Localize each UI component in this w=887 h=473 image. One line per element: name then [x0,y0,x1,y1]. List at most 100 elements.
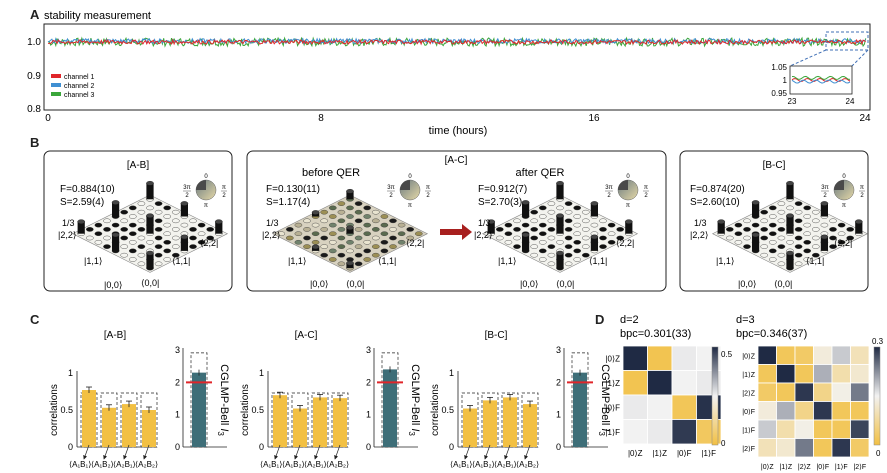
correlation-bar [122,404,136,447]
stability-traces [47,36,867,48]
heatmap-cell [813,345,833,365]
label-arrow [464,444,471,460]
matrix-element [354,218,363,224]
matrix-element [769,205,777,211]
heatmap-cell [813,401,833,421]
inset-traces [791,75,851,84]
matrix-element [128,231,137,236]
inset-ytick-1: 1 [783,76,788,85]
matrix-element [556,205,564,211]
panel-a-ytick-1: 1.0 [27,37,41,48]
wheel-label-bottom: π [842,203,846,209]
ab-axis-left22: |2,2⟩ [58,230,76,240]
matrix-bar [522,202,530,217]
heatmap-cell [647,419,673,445]
heatmap-cell [757,401,777,421]
matrix-element [328,214,337,219]
heatmap-cell [794,382,814,402]
correlation-bar [273,395,287,447]
correlation-label: ⟨A₁B₂⟩ [282,460,305,469]
wheel-label-top: 0 [842,174,846,180]
heatmap-cell [850,419,870,439]
matrix-element [769,248,777,254]
trace-channel-3 [47,36,867,48]
correlation-label: ⟨A₂B₂⟩ [516,460,539,469]
matrix-element [154,261,163,267]
matrix-element [189,218,197,224]
ideal-bar [501,392,519,448]
matrix-element [171,227,180,232]
matrix-element [354,235,363,241]
heatmap-col-label: |0⟩F [816,463,829,471]
matrix-bar-top [346,225,354,230]
matrix-element [743,227,751,232]
heatmap-row-label: |0⟩F [742,408,755,416]
wheel-label-right-den: 2 [222,193,226,199]
heatmap-cell [850,438,870,458]
matrix-bar-top [311,244,320,250]
matrix-element [599,244,607,249]
heatmap-cell [850,401,870,421]
heatmap-cell [831,382,851,402]
matrix-element [777,201,786,206]
matrix-element [294,222,303,228]
panel-c-letter: C [30,312,40,327]
matrix-bar-top [590,234,599,240]
matrix-element [760,218,769,224]
correlation-label: ⟨A₁B₁⟩ [450,460,472,469]
panel-a-xlabel: time (hours) [429,125,488,137]
matrix-element [154,218,163,224]
legend-swatch-channel-3 [51,92,61,96]
matrix-element [794,235,803,241]
matrix-element [146,205,154,211]
matrix-element [128,214,137,219]
zoom-connector-left [789,49,827,67]
heatmap-cell [757,364,777,384]
inset-xtick-23: 23 [788,97,797,106]
matrix-element [137,252,146,258]
label-arrow [524,444,531,460]
matrix-element [354,209,363,215]
matrix-element [573,231,582,236]
matrix-bar-top [820,201,829,206]
matrix-element [171,235,180,241]
matrix-bar [180,203,188,217]
heatmap-row-label: |2⟩F [742,445,755,453]
matrix-bar [855,221,863,234]
panel-a: A stability measurement 1.0 0.9 0.8 chan… [27,7,871,137]
wheel-label-right-num: π [860,185,864,191]
panel-b-ac-before-fidelity: F=0.130(11) [266,184,320,195]
heatmap-row-label: |2⟩Z [742,389,755,397]
matrix-bar [215,221,223,234]
ideal-bar [461,392,479,448]
panel-a-title: stability measurement [44,10,151,22]
group-title: [A-C] [295,330,318,341]
ab-axis-left11: |1,1⟩ [84,256,102,266]
matrix-element [171,244,180,249]
wheel-label-right-den: 2 [860,193,864,199]
wheel-label-right-num: π [426,185,430,191]
colorbar-d3-min: 0 [876,449,881,458]
bell-ideal-bar [190,352,208,448]
heatmap-cell [647,370,673,396]
matrix-element [777,227,786,232]
after-axis-bottom22: ⟨2,2| [616,238,634,248]
heatmap-col-label: |1⟩Z [652,449,667,458]
matrix-element [94,231,103,236]
matrix-bar-top [311,210,320,215]
wheel-label-right-den: 2 [644,193,648,199]
matrix-element [837,239,846,245]
heatmap-cell [850,364,870,384]
matrix-element [573,239,582,245]
matrix-bar-top [487,219,496,224]
label-arrow [314,444,321,460]
bell-ytick-1: 1 [556,410,561,420]
matrix-element [337,252,346,258]
matrix-element [547,235,556,241]
matrix-bar [77,221,85,234]
heatmap-cell [813,419,833,439]
correlation-label: ⟨A₁B₂⟩ [91,460,114,469]
panel-a-legend: channel 1 channel 2 channel 3 [51,74,94,99]
ytick-0: 0 [259,442,264,452]
ab-axis-bottom00: ⟨0,0| [141,278,159,288]
